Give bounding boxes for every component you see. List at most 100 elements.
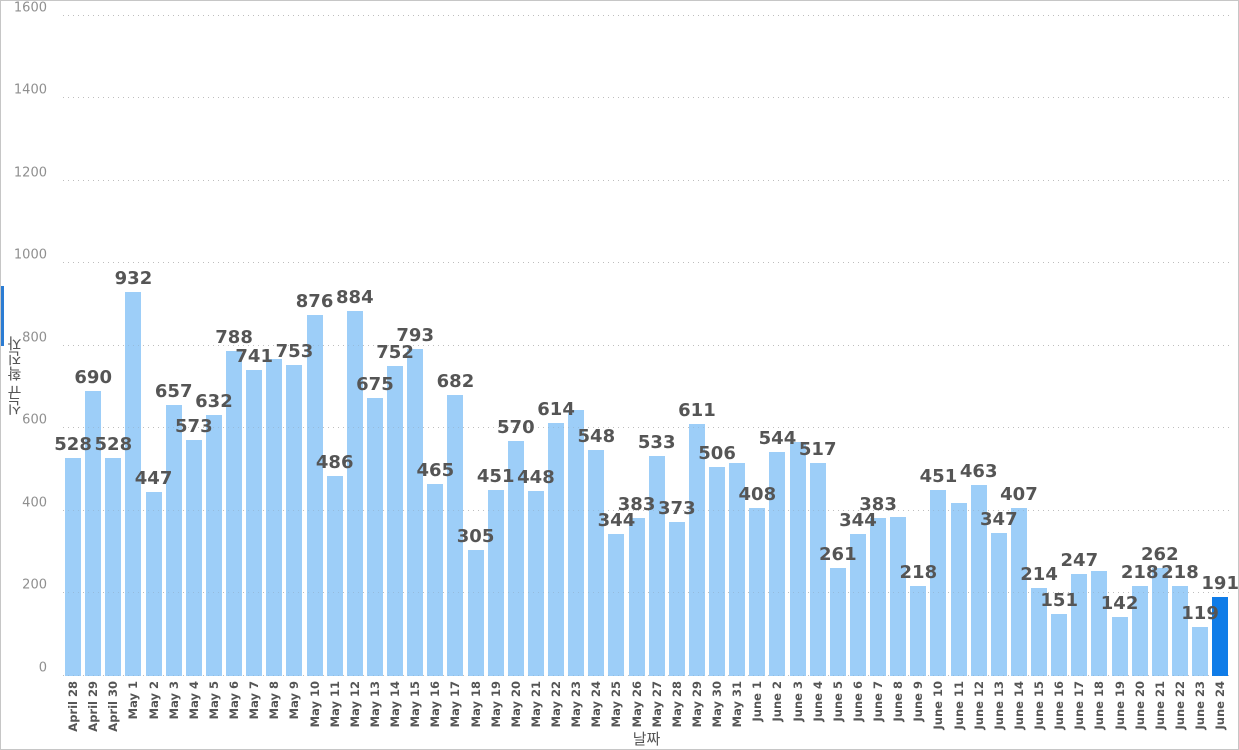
bar[interactable] xyxy=(1071,574,1088,676)
bar[interactable] xyxy=(648,456,665,676)
bar[interactable] xyxy=(910,586,927,676)
bar[interactable] xyxy=(849,534,866,676)
bar[interactable] xyxy=(1111,617,1128,676)
bar-value-label: 573 xyxy=(175,416,213,437)
gridline-overlay xyxy=(63,15,1230,16)
bar[interactable] xyxy=(205,415,222,676)
y-tick-label: 1400 xyxy=(13,82,47,98)
x-tick-label: April 28 xyxy=(66,681,81,732)
bar[interactable] xyxy=(548,423,565,676)
bar[interactable] xyxy=(1091,571,1108,676)
bar-column: 262 June 21 xyxy=(1141,16,1179,729)
bar[interactable] xyxy=(809,463,826,676)
bar[interactable] xyxy=(668,522,685,676)
bar[interactable] xyxy=(185,440,202,676)
bar[interactable] xyxy=(628,518,645,676)
bar[interactable] xyxy=(769,452,786,676)
bar[interactable] xyxy=(729,463,746,676)
bar[interactable] xyxy=(608,534,625,676)
bar-column: 544 June 2 xyxy=(759,16,797,721)
bar[interactable] xyxy=(65,458,82,676)
bar[interactable] xyxy=(427,484,444,676)
x-tick-label: June 19 xyxy=(1112,681,1127,730)
bar[interactable] xyxy=(829,568,846,676)
bar[interactable] xyxy=(1031,588,1048,676)
bar-column: 247 June 17 xyxy=(1061,16,1099,729)
bar-value-label: 876 xyxy=(295,291,334,312)
bar[interactable] xyxy=(568,410,585,676)
bar[interactable] xyxy=(407,349,424,676)
bar[interactable] xyxy=(226,351,243,676)
bar-highlighted[interactable] xyxy=(1212,597,1229,676)
x-tick-label: May 14 xyxy=(388,681,403,728)
bar[interactable] xyxy=(749,508,766,676)
bar[interactable] xyxy=(990,533,1007,676)
bar-column: 690 April 29 xyxy=(74,16,112,732)
bar[interactable] xyxy=(1151,568,1168,676)
x-tick-label: June 3 xyxy=(790,681,805,722)
bar-column: 657 May 3 xyxy=(155,16,193,719)
bar-column: 451 May 19 xyxy=(477,16,515,727)
bar-value-label: 305 xyxy=(456,526,495,547)
x-tick-label: June 10 xyxy=(931,681,946,730)
bar[interactable] xyxy=(487,490,504,676)
bar-value-label: 347 xyxy=(980,509,1018,530)
bar[interactable] xyxy=(467,550,484,676)
bar[interactable] xyxy=(346,311,363,676)
bar[interactable] xyxy=(366,398,383,676)
bar[interactable] xyxy=(246,370,263,676)
bar[interactable] xyxy=(105,458,122,676)
bar[interactable] xyxy=(930,490,947,676)
bar[interactable] xyxy=(1171,586,1188,676)
bar[interactable] xyxy=(1192,627,1209,676)
bar[interactable] xyxy=(950,503,967,676)
bar[interactable] xyxy=(1131,586,1148,676)
x-tick-label: June 9 xyxy=(911,681,926,722)
bar[interactable] xyxy=(870,518,887,676)
bar[interactable] xyxy=(970,485,987,676)
x-tick-label: May 7 xyxy=(247,681,262,720)
bar[interactable] xyxy=(447,395,464,676)
y-tick-label: 200 xyxy=(22,577,47,593)
bar[interactable] xyxy=(286,365,303,676)
y-tick-label: 800 xyxy=(22,330,47,346)
bar-value-label: 788 xyxy=(215,327,253,348)
bar-value-label: 533 xyxy=(637,432,676,453)
bar[interactable] xyxy=(789,442,806,676)
bar[interactable] xyxy=(507,441,524,676)
bar[interactable] xyxy=(165,405,182,676)
bar[interactable] xyxy=(1010,508,1027,676)
bar[interactable] xyxy=(588,450,605,676)
y-tick-label: 600 xyxy=(22,412,47,428)
bar[interactable] xyxy=(266,359,283,676)
bar-column: 682 May 17 xyxy=(437,16,475,727)
bar-value-label: 451 xyxy=(476,466,515,487)
bar[interactable] xyxy=(527,491,544,676)
bar[interactable] xyxy=(306,315,323,676)
bar-value-label: 218 xyxy=(1161,562,1199,583)
bar[interactable] xyxy=(326,476,343,676)
x-tick-label: June 4 xyxy=(810,681,825,722)
bar-column: 218 June 20 xyxy=(1121,16,1159,729)
bar[interactable] xyxy=(85,391,102,676)
bar-column: 383 June 7 xyxy=(859,16,897,721)
bar[interactable] xyxy=(890,517,907,676)
y-tick-label: 1000 xyxy=(13,247,47,263)
bar-column: 448 May 21 xyxy=(517,16,555,727)
bar-column: 528 April 30 xyxy=(95,16,133,732)
bar-column: 884 May 12 xyxy=(336,16,374,727)
bar[interactable] xyxy=(145,492,162,676)
bar[interactable] xyxy=(387,366,404,676)
x-tick-label: June 2 xyxy=(770,681,785,722)
x-tick-label: May 12 xyxy=(347,681,362,728)
bar[interactable] xyxy=(1051,614,1068,676)
x-tick-label: June 1 xyxy=(750,681,765,722)
bar-column: 347 June 13 xyxy=(980,16,1018,729)
plot-area: 0 200 400 600 800 1000 1200 1400 1600 528 April 2… xyxy=(14,1,1238,732)
bar-value-label: 741 xyxy=(235,346,273,367)
y-tick-label: 1200 xyxy=(13,165,47,181)
bar-column: 788 May 6 xyxy=(215,16,253,719)
bar[interactable] xyxy=(125,292,142,676)
bar[interactable] xyxy=(688,424,705,676)
bar[interactable] xyxy=(709,467,726,676)
